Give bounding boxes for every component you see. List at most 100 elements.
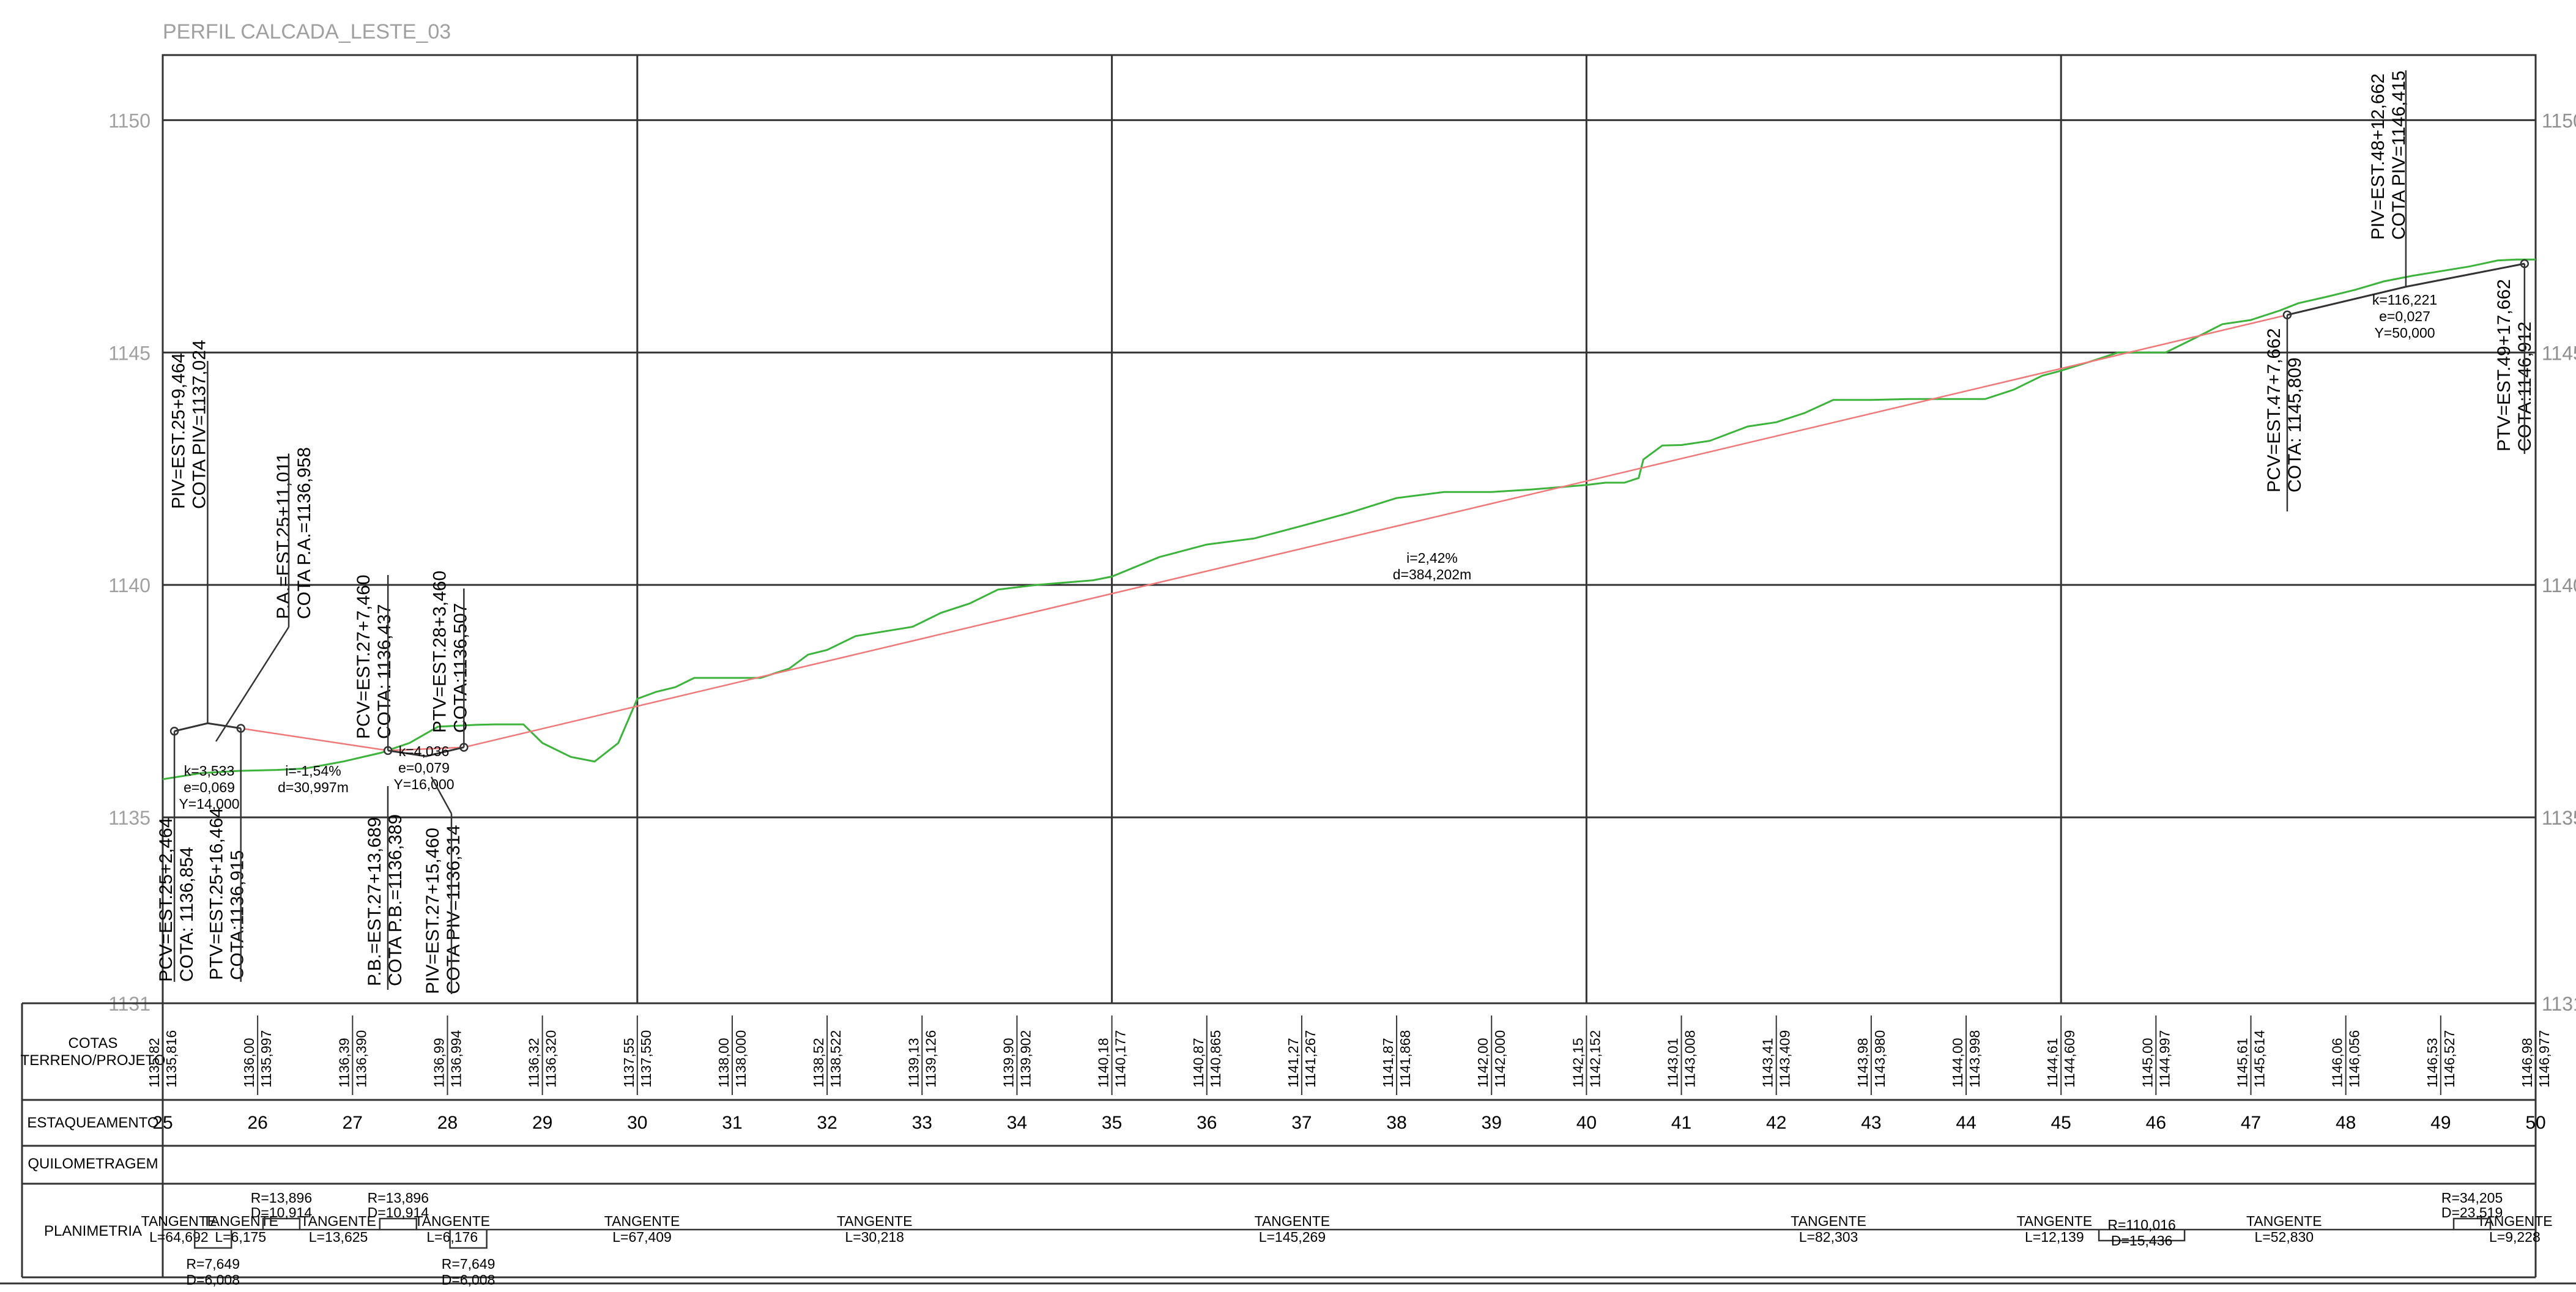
vertical-curve-1 [174, 722, 241, 732]
pcv-3-label-text: PCV=EST.47+7,662 [2264, 328, 2284, 492]
tangent-label: TANGENTE [414, 1213, 490, 1229]
cota-terrain-value: 1143,41 [1760, 1038, 1776, 1088]
row-label-planimetria: PLANIMETRIA [44, 1223, 142, 1239]
pcv-1-label-text: COTA: 1136,854 [177, 847, 197, 982]
profile-series [162, 258, 2536, 781]
pcv-2-label-text: PCV=EST.27+7,460 [354, 574, 374, 739]
cota-terrain-value: 1142,00 [1475, 1038, 1491, 1088]
tangent-length: L=64,692 [149, 1229, 209, 1245]
station-label: 26 [247, 1113, 267, 1133]
pa-1-label-text: COTA P.A.=1136,958 [294, 447, 314, 619]
curve-development: D=10,914 [251, 1205, 313, 1220]
pcv-3-label-text: COTA: 1145,809 [2285, 357, 2305, 492]
station-label: 37 [1291, 1113, 1312, 1133]
grade-1-label-text: i=-1,54% [285, 763, 341, 779]
piv-2-label: PIV=EST.27+15,460 COTA PIV=1136,314 [423, 825, 464, 994]
row-label-cotas: COTAS [69, 1035, 118, 1052]
station-label: 44 [1956, 1113, 1976, 1133]
pcv-2-label: PCV=EST.27+7,460 COTA: 1136,437 [354, 574, 395, 739]
curve-2-params-text: e=0,079 [398, 760, 450, 776]
cota-terrain-value: 1139,90 [1000, 1038, 1016, 1088]
pb-2-label-text: COTA P.B.=1136,389 [385, 814, 406, 986]
cota-project-value: 1136,320 [543, 1030, 559, 1088]
cota-project-value: 1135,816 [163, 1030, 179, 1088]
station-label: 31 [722, 1113, 742, 1133]
cota-project-value: 1143,980 [1872, 1030, 1888, 1088]
curve-development: D=6,008 [186, 1272, 240, 1288]
tangent-label: TANGENTE [202, 1213, 278, 1229]
cota-project-value: 1140,177 [1113, 1030, 1129, 1088]
station-label: 45 [2051, 1113, 2071, 1133]
ptv-2-label-text: PTV=EST.28+3,460 [429, 571, 450, 733]
piv-2-leader-diag [430, 776, 453, 814]
cota-project-value: 1142,152 [1587, 1030, 1603, 1088]
tangent-label: TANGENTE [2246, 1213, 2322, 1229]
y-tick-label-right: 1145 [2542, 342, 2576, 364]
ptv-1-label-text: COTA:1136,915 [228, 850, 248, 980]
tangent-length: L=6,176 [426, 1229, 478, 1245]
station-label: 29 [532, 1113, 552, 1133]
cota-terrain-value: 1136,00 [241, 1038, 257, 1088]
y-tick-label-right: 1150 [2542, 110, 2576, 132]
piv-2-label-text: PIV=EST.27+15,460 [423, 828, 443, 994]
cota-terrain-value: 1138,52 [811, 1038, 826, 1088]
curve-radius: R=7,649 [186, 1256, 240, 1272]
vertical-curve-2 [387, 746, 464, 757]
station-label: 42 [1766, 1113, 1786, 1133]
station-label: 32 [817, 1113, 837, 1133]
y-tick-label-left: 1145 [108, 342, 150, 364]
station-label: 50 [2525, 1113, 2545, 1133]
curve-radius: R=110,016 [2107, 1217, 2175, 1233]
cota-terrain-value: 1140,18 [1096, 1038, 1112, 1088]
station-label: 36 [1197, 1113, 1217, 1133]
cota-terrain-value: 1138,00 [716, 1038, 732, 1088]
tangent-label: TANGENTE [300, 1213, 376, 1229]
cota-project-value: 1142,000 [1492, 1030, 1508, 1088]
cota-project-value: 1145,614 [2252, 1030, 2268, 1088]
cota-terrain-value: 1137,55 [621, 1038, 637, 1088]
cota-project-value: 1135,997 [258, 1030, 274, 1088]
elevation-axis-labels: 1150115011451145114011401135113511311131 [108, 110, 2576, 1015]
tangent-length: L=9,228 [2489, 1229, 2541, 1245]
piv-1-label-text: COTA PIV=1137,024 [189, 340, 209, 509]
curve-3-params-text: e=0,027 [2379, 308, 2430, 324]
tangent-length: L=12,139 [2025, 1229, 2084, 1245]
pcv-3-label: PCV=EST.47+7,662 COTA: 1145,809 [2264, 328, 2305, 492]
cota-project-value: 1141,267 [1302, 1030, 1318, 1088]
station-label: 27 [343, 1113, 363, 1133]
cota-terrain-value: 1143,98 [1855, 1038, 1871, 1088]
cota-project-value: 1146,527 [2441, 1030, 2457, 1088]
cota-project-value: 1139,126 [922, 1030, 938, 1088]
cota-project-value: 1143,409 [1777, 1030, 1793, 1088]
curve-side-symbol [2098, 1230, 2186, 1242]
cota-project-value: 1136,390 [353, 1030, 369, 1088]
tangent-length: L=13,625 [309, 1229, 368, 1245]
pb-2-label: P.B.=EST.27+13,689 COTA P.B.=1136,389 [365, 814, 406, 986]
station-label: 48 [2336, 1113, 2356, 1133]
curve-2-params-text: Y=16,000 [393, 776, 454, 792]
ptv-2-label: PTV=EST.28+3,460 COTA:1136,507 [429, 571, 470, 733]
piv-1-label: PIV=EST.25+9,464 COTA PIV=1137,024 [168, 340, 209, 509]
project-grade-line [174, 262, 2525, 752]
cota-terrain-value: 1139,13 [905, 1038, 921, 1088]
pa-1-label-text: P.A.=EST.25+11,011 [273, 453, 294, 619]
drawing-title: PERFIL CALCADA_LESTE_03 [163, 20, 451, 43]
station-label: 33 [912, 1113, 932, 1133]
cota-terrain-value: 1145,61 [2235, 1038, 2251, 1088]
curve-development: D=6,008 [442, 1272, 496, 1288]
cota-project-value: 1143,998 [1967, 1030, 1983, 1088]
station-label: 25 [152, 1113, 173, 1133]
tangent-label: TANGENTE [2017, 1213, 2093, 1229]
cota-terrain-value: 1144,61 [2044, 1038, 2060, 1088]
station-label: 46 [2146, 1113, 2166, 1133]
curve-1-params-text: k=3,533 [184, 763, 235, 779]
cota-project-value: 1138,000 [733, 1030, 749, 1088]
ptv-3-label-text: PTV=EST.49+17,662 [2494, 279, 2514, 451]
tangent-length: L=6,175 [215, 1229, 266, 1245]
station-label: 35 [1102, 1113, 1122, 1133]
tangent-label: TANGENTE [837, 1213, 913, 1229]
curve-3-params-text: k=116,221 [2372, 292, 2437, 308]
cota-project-value: 1144,609 [2062, 1030, 2077, 1088]
cota-terrain-value: 1141,27 [1285, 1038, 1301, 1088]
cota-terrain-value: 1144,00 [1950, 1038, 1965, 1088]
